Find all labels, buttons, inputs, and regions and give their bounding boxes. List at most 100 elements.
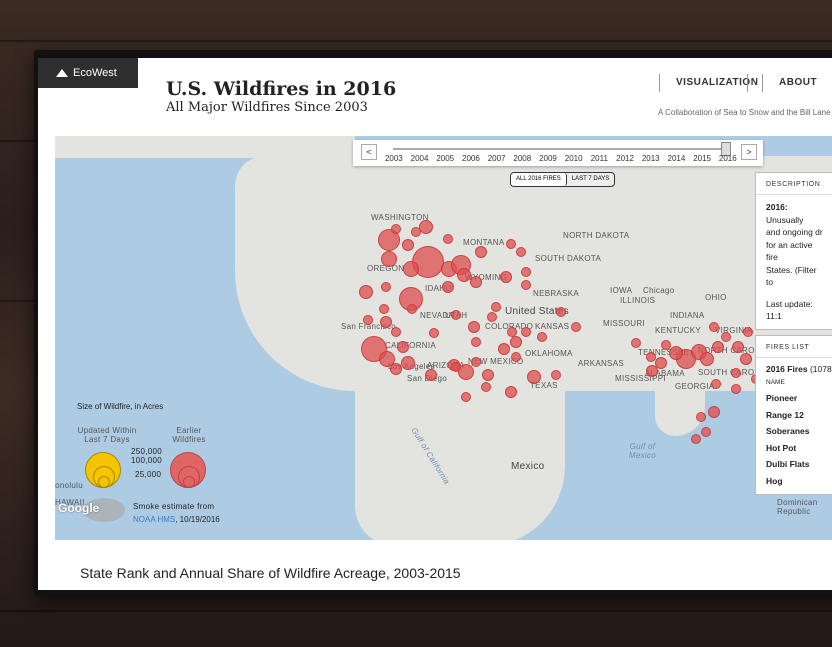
timeline-year[interactable]: 2014 (667, 154, 686, 163)
fire-marker[interactable] (709, 322, 719, 332)
fire-marker[interactable] (711, 379, 721, 389)
fire-marker[interactable] (402, 239, 414, 251)
google-logo[interactable]: Google (58, 501, 100, 515)
toggle-all-fires[interactable]: ALL 2016 FIRES (511, 173, 567, 186)
timeline-year[interactable]: 2005 (436, 154, 455, 163)
timeline-year[interactable]: 2007 (487, 154, 506, 163)
fire-marker[interactable] (521, 327, 531, 337)
fire-marker[interactable] (696, 412, 706, 422)
fire-marker[interactable] (429, 328, 439, 338)
fire-marker[interactable] (527, 370, 541, 384)
fire-marker[interactable] (451, 310, 461, 320)
fire-marker[interactable] (669, 346, 683, 360)
fire-marker[interactable] (740, 353, 752, 365)
year-timeline[interactable]: < > 2003 2004 2005 2006 2007 2008 2009 2010 2011… (353, 140, 763, 166)
fire-marker[interactable] (721, 332, 731, 342)
fire-marker[interactable] (379, 351, 395, 367)
fire-marker[interactable] (646, 365, 658, 377)
fire-marker[interactable] (419, 220, 433, 234)
fire-marker[interactable] (451, 362, 461, 372)
timeline-year[interactable]: 2012 (616, 154, 634, 163)
fire-marker[interactable] (556, 307, 566, 317)
fire-marker[interactable] (425, 369, 437, 381)
fire-marker[interactable] (381, 251, 397, 267)
timeline-year[interactable]: 2006 (462, 154, 480, 163)
fire-marker[interactable] (708, 406, 720, 418)
fire-marker[interactable] (380, 316, 392, 328)
fire-marker[interactable] (511, 352, 521, 362)
ecowest-logo[interactable]: EcoWest (38, 58, 138, 88)
timeline-next-button[interactable]: > (741, 144, 757, 160)
fire-marker[interactable] (500, 271, 512, 283)
timeline-year[interactable]: 2003 (384, 154, 403, 163)
fire-marker[interactable] (481, 382, 491, 392)
noaa-hms-link[interactable]: NOAA HMS (133, 515, 176, 524)
fire-marker[interactable] (381, 282, 391, 292)
fire-marker[interactable] (731, 368, 741, 378)
fire-marker[interactable] (521, 267, 531, 277)
fire-marker[interactable] (732, 341, 744, 353)
fire-list-item[interactable]: Hog (766, 475, 783, 486)
fire-marker[interactable] (537, 332, 547, 342)
fire-marker[interactable] (510, 336, 522, 348)
fire-marker[interactable] (457, 268, 471, 282)
timeline-year[interactable]: 2016 (718, 154, 737, 163)
fire-marker[interactable] (411, 227, 421, 237)
fire-marker[interactable] (631, 338, 641, 348)
fire-marker[interactable] (571, 322, 581, 332)
nav-about[interactable]: ABOUT (762, 74, 832, 92)
fire-marker[interactable] (701, 427, 711, 437)
fire-marker[interactable] (403, 261, 419, 277)
fire-marker[interactable] (646, 352, 656, 362)
fire-marker[interactable] (401, 356, 415, 370)
fire-marker[interactable] (506, 239, 516, 249)
fire-marker[interactable] (731, 384, 741, 394)
toggle-last-7-days[interactable]: LAST 7 DAYS (571, 176, 610, 182)
fire-marker[interactable] (655, 357, 667, 369)
fire-marker[interactable] (487, 312, 497, 322)
fire-marker[interactable] (407, 304, 417, 314)
timeline-year[interactable]: 2013 (641, 154, 660, 163)
fire-marker[interactable] (461, 392, 471, 402)
fire-list-item[interactable]: Pioneer (766, 393, 798, 403)
fire-marker[interactable] (391, 224, 401, 234)
fire-marker[interactable] (379, 304, 389, 314)
fire-marker[interactable] (700, 352, 714, 366)
fire-marker[interactable] (363, 315, 373, 325)
fire-list-item[interactable]: Dulbi Flats (766, 459, 810, 469)
fire-marker[interactable] (491, 302, 501, 312)
fire-marker[interactable] (471, 337, 481, 347)
fire-marker[interactable] (482, 369, 494, 381)
wildfire-map[interactable]: WASHINGTON MONTANA NORTH DAKOTA SOUTH DA… (55, 136, 832, 540)
fire-list-item[interactable]: Soberanes (766, 426, 810, 436)
timeline-handle[interactable] (721, 142, 731, 156)
fire-marker[interactable] (391, 327, 401, 337)
fire-marker[interactable] (390, 363, 402, 375)
fire-marker[interactable] (551, 370, 561, 380)
fire-marker[interactable] (661, 340, 671, 350)
fire-marker[interactable] (521, 280, 531, 290)
timeline-year[interactable]: 2009 (539, 154, 557, 163)
fire-marker[interactable] (468, 321, 480, 333)
fire-marker[interactable] (516, 247, 526, 257)
timeline-year[interactable]: 2010 (564, 154, 583, 163)
fire-marker[interactable] (712, 341, 724, 353)
fire-list-item[interactable]: Hot Pot (766, 442, 797, 453)
fire-filter-toggle[interactable]: ALL 2016 FIRES LAST 7 DAYS (510, 172, 616, 187)
fire-marker[interactable] (359, 285, 373, 299)
fire-marker[interactable] (443, 234, 453, 244)
timeline-year[interactable]: 2011 (590, 154, 608, 163)
fire-marker[interactable] (743, 327, 753, 337)
nav-visualization[interactable]: VISUALIZATION (659, 74, 764, 92)
fire-list-item[interactable]: Range 12 (766, 409, 804, 420)
fire-marker[interactable] (442, 281, 454, 293)
timeline-year[interactable]: 2004 (410, 154, 429, 163)
fire-marker[interactable] (471, 357, 481, 367)
fire-marker[interactable] (505, 386, 517, 398)
fire-marker[interactable] (498, 343, 510, 355)
timeline-prev-button[interactable]: < (361, 144, 377, 160)
timeline-track[interactable] (393, 148, 731, 150)
fire-marker[interactable] (458, 364, 474, 380)
fire-marker[interactable] (470, 276, 482, 288)
fire-marker[interactable] (475, 246, 487, 258)
